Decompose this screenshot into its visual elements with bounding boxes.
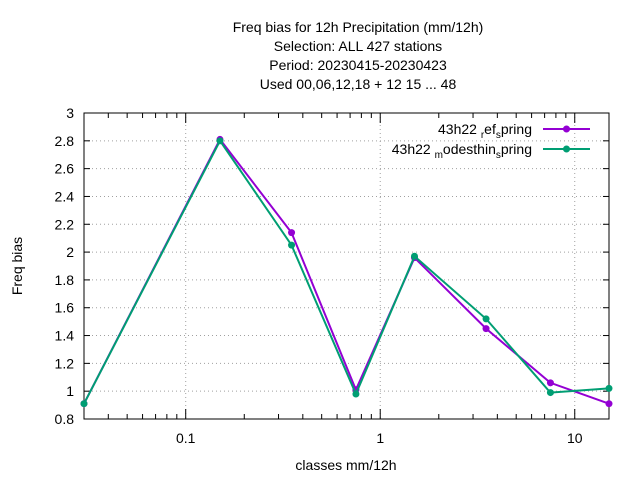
y-tick-label: 1	[66, 383, 74, 399]
series-point	[546, 379, 554, 387]
series-point	[352, 390, 360, 398]
series-point	[605, 384, 613, 392]
y-tick-label: 1.8	[55, 272, 75, 288]
y-tick-label: 2.8	[55, 133, 75, 149]
y-tick-label: 2	[66, 244, 74, 260]
axis-ticks: 0.8 1 1.2 1.4 1.6 1.8 2 2.2 2.4 2.6 2.8 3 0.1 1 10	[55, 105, 609, 446]
x-tick-label: 0.1	[176, 430, 196, 446]
grid	[84, 113, 609, 419]
y-tick-label: 1.2	[55, 355, 75, 371]
legend-label: 43h22 refspring	[438, 121, 532, 141]
series-point	[216, 137, 224, 145]
series-point	[605, 400, 613, 408]
chart-title-line: Selection: ALL 427 stations	[274, 38, 442, 54]
x-tick-label: 1	[376, 430, 384, 446]
x-tick-label: 10	[567, 430, 583, 446]
series-point	[546, 389, 554, 397]
x-axis-label: classes mm/12h	[295, 457, 396, 473]
chart-title-line: Used 00,06,12,18 + 12 15 ... 48	[260, 76, 457, 92]
y-tick-label: 0.8	[55, 411, 75, 427]
chart-title: Freq bias for 12h Precipitation (mm/12h)…	[233, 19, 484, 92]
y-tick-label: 1.6	[55, 300, 75, 316]
series-point	[288, 241, 296, 249]
y-tick-label: 1.4	[55, 328, 75, 344]
series-point	[410, 252, 418, 260]
legend-label: 43h22 modesthinspring	[392, 141, 532, 161]
y-tick-label: 2.4	[55, 188, 75, 204]
series-point	[482, 315, 490, 323]
plot-frame	[83, 112, 610, 420]
y-tick-label: 2.6	[55, 161, 75, 177]
series-point	[288, 229, 296, 237]
series-line	[83, 137, 610, 405]
series-point	[80, 400, 88, 408]
series-line	[83, 138, 610, 405]
chart-title-line: Period: 20230415-20230423	[269, 57, 447, 73]
y-tick-label: 2.2	[55, 216, 75, 232]
chart-title-line: Freq bias for 12h Precipitation (mm/12h)	[233, 19, 484, 35]
y-axis-label: Freq bias	[9, 237, 25, 295]
legend-marker	[563, 145, 570, 153]
series-point	[482, 325, 490, 333]
y-tick-label: 3	[66, 105, 74, 121]
series-layer	[80, 135, 613, 408]
legend-marker	[563, 125, 570, 133]
